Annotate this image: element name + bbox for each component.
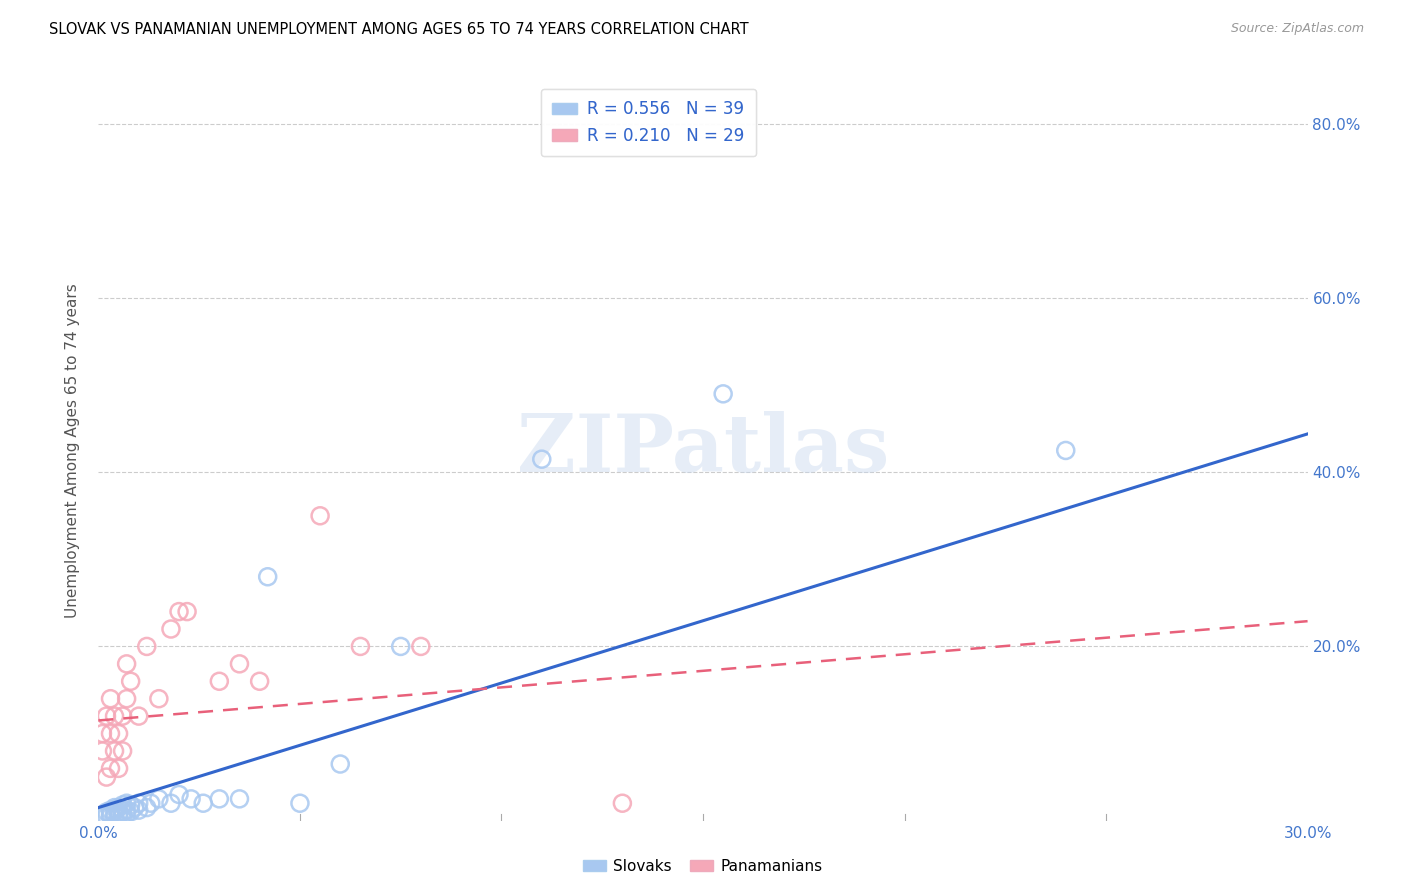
Point	[128, 796, 150, 810]
Point	[107, 806, 129, 821]
Point	[96, 809, 118, 823]
Point	[96, 805, 118, 819]
Point	[180, 792, 202, 806]
Point	[309, 508, 332, 523]
Point	[100, 691, 122, 706]
Point	[115, 806, 138, 821]
Point	[103, 809, 125, 823]
Point	[208, 674, 231, 689]
Point	[107, 761, 129, 775]
Point	[120, 674, 142, 689]
Point	[288, 796, 311, 810]
Point	[329, 757, 352, 772]
Point	[100, 809, 122, 823]
Point	[167, 605, 190, 619]
Point	[111, 809, 134, 823]
Point	[115, 657, 138, 671]
Point	[148, 792, 170, 806]
Point	[193, 796, 215, 810]
Point	[128, 709, 150, 723]
Point	[148, 691, 170, 706]
Point	[409, 640, 432, 654]
Point	[103, 800, 125, 814]
Point	[349, 640, 371, 654]
Point	[115, 691, 138, 706]
Point	[100, 806, 122, 821]
Point	[128, 803, 150, 817]
Point	[160, 796, 183, 810]
Point	[139, 796, 162, 810]
Point	[228, 792, 250, 806]
Text: Source: ZipAtlas.com: Source: ZipAtlas.com	[1230, 22, 1364, 36]
Point	[115, 796, 138, 810]
Point	[120, 805, 142, 819]
Point	[135, 640, 157, 654]
Point	[256, 570, 278, 584]
Point	[167, 788, 190, 802]
Legend: Slovaks, Panamanians: Slovaks, Panamanians	[576, 853, 830, 880]
Point	[91, 809, 114, 823]
Point	[103, 709, 125, 723]
Point	[111, 805, 134, 819]
Point	[107, 726, 129, 740]
Point	[103, 744, 125, 758]
Point	[228, 657, 250, 671]
Y-axis label: Unemployment Among Ages 65 to 74 years: Unemployment Among Ages 65 to 74 years	[65, 283, 80, 618]
Point	[111, 744, 134, 758]
Point	[100, 761, 122, 775]
Point	[91, 726, 114, 740]
Point	[1054, 443, 1077, 458]
Legend: R = 0.556   N = 39, R = 0.210   N = 29: R = 0.556 N = 39, R = 0.210 N = 29	[541, 88, 756, 156]
Text: ZIPatlas: ZIPatlas	[517, 411, 889, 490]
Point	[111, 709, 134, 723]
Point	[120, 797, 142, 812]
Point	[107, 800, 129, 814]
Point	[100, 803, 122, 817]
Point	[103, 805, 125, 819]
Point	[96, 709, 118, 723]
Point	[107, 809, 129, 823]
Point	[530, 452, 553, 467]
Point	[249, 674, 271, 689]
Point	[124, 800, 146, 814]
Point	[135, 800, 157, 814]
Point	[711, 387, 734, 401]
Point	[208, 792, 231, 806]
Point	[389, 640, 412, 654]
Point	[96, 770, 118, 784]
Point	[612, 796, 634, 810]
Point	[115, 803, 138, 817]
Point	[91, 744, 114, 758]
Point	[111, 797, 134, 812]
Point	[160, 622, 183, 636]
Point	[176, 605, 198, 619]
Text: SLOVAK VS PANAMANIAN UNEMPLOYMENT AMONG AGES 65 TO 74 YEARS CORRELATION CHART: SLOVAK VS PANAMANIAN UNEMPLOYMENT AMONG …	[49, 22, 749, 37]
Point	[100, 726, 122, 740]
